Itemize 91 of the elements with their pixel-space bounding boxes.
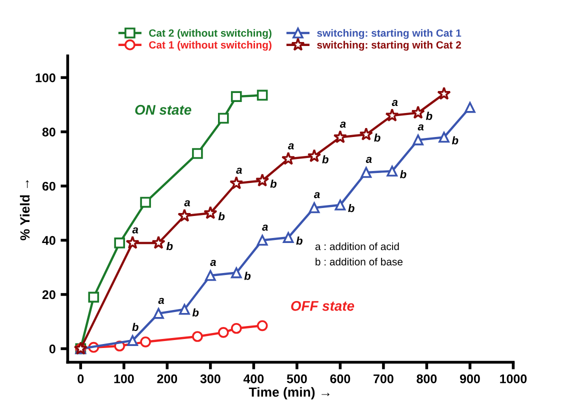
point <box>255 173 270 187</box>
annotation: b <box>270 180 277 188</box>
annotation: b <box>244 272 251 280</box>
point <box>308 202 320 214</box>
point <box>437 86 451 100</box>
annotation: ON state <box>135 104 192 115</box>
point <box>127 335 138 346</box>
annotation: b : addition of base <box>316 258 403 266</box>
point <box>281 152 296 165</box>
annotation: b <box>400 170 406 178</box>
point <box>88 292 100 303</box>
annotation: a <box>262 224 268 231</box>
point <box>360 167 372 178</box>
point <box>412 134 424 146</box>
y-tick-label: 40 <box>42 236 56 245</box>
point <box>256 90 268 101</box>
annotation: a <box>158 298 164 304</box>
point <box>152 236 166 249</box>
point <box>359 127 374 140</box>
annotation: b <box>218 212 225 220</box>
annotation: a <box>288 143 294 150</box>
y-axis-title: % Yield → <box>20 180 30 240</box>
x-tick-label: 0 <box>78 374 84 384</box>
point <box>153 308 164 319</box>
point <box>140 196 151 208</box>
annotation: b <box>426 112 432 120</box>
point <box>256 320 268 332</box>
y-tick-label: 0 <box>49 344 56 354</box>
point <box>140 336 151 348</box>
legend-label: Cat 2 (without switching) <box>149 29 272 39</box>
x-tick-label: 900 <box>460 374 480 384</box>
point <box>192 331 203 342</box>
annotation: b <box>322 155 328 164</box>
annotation: b <box>452 136 458 144</box>
x-tick-label: 200 <box>157 374 178 384</box>
annotation: b <box>132 322 138 332</box>
annotation: b <box>166 242 173 250</box>
annotation: b <box>192 308 199 317</box>
point <box>386 166 398 177</box>
point <box>230 322 242 334</box>
annotation: a <box>366 156 372 163</box>
annotation: OFF state <box>291 301 354 311</box>
point <box>307 149 322 162</box>
point <box>126 236 140 249</box>
legend-label: switching: starting with Cat 1 <box>317 29 462 39</box>
point <box>333 130 348 144</box>
x-tick-label: 400 <box>243 374 264 384</box>
annotation: a <box>236 168 242 174</box>
x-tick-label: 300 <box>200 374 220 384</box>
point <box>411 106 425 119</box>
point <box>385 108 399 122</box>
legend-label: switching: starting with Cat 2 <box>317 40 461 51</box>
y-tick-label: 100 <box>36 73 56 82</box>
x-tick-label: 500 <box>286 374 307 384</box>
annotation: a <box>132 227 138 234</box>
point <box>179 304 190 315</box>
point <box>230 267 242 278</box>
annotation: a <box>184 200 190 206</box>
y-tick-label: 80 <box>42 128 56 136</box>
annotation: b <box>296 236 302 245</box>
x-tick-label: 1000 <box>500 374 527 384</box>
point <box>218 327 229 338</box>
point <box>114 238 126 248</box>
point <box>204 206 218 220</box>
point <box>230 91 242 102</box>
annotation: a <box>418 124 424 130</box>
annotation: a <box>392 100 398 106</box>
point <box>334 200 346 210</box>
y-tick-label: 20 <box>42 290 56 300</box>
annotation: b <box>348 204 354 212</box>
x-axis-title: Time (min) → <box>248 387 330 400</box>
annotation: a <box>210 260 216 266</box>
point <box>464 102 476 113</box>
point <box>218 112 229 124</box>
point <box>282 232 294 243</box>
point <box>205 270 216 281</box>
x-tick-label: 100 <box>114 374 134 384</box>
legend-label: Cat 1 (without switching) <box>149 40 272 51</box>
annotation: a : addition of acid <box>315 242 399 250</box>
point <box>256 234 268 246</box>
annotation: a <box>340 122 346 128</box>
annotation: b <box>374 134 380 142</box>
x-tick-label: 600 <box>330 374 350 384</box>
x-tick-label: 700 <box>374 374 394 384</box>
point <box>438 132 450 143</box>
point <box>192 148 203 159</box>
point <box>230 176 244 190</box>
x-tick-label: 800 <box>416 374 437 384</box>
annotation: a <box>314 192 320 198</box>
point <box>178 208 192 222</box>
y-tick-label: 60 <box>42 182 56 191</box>
